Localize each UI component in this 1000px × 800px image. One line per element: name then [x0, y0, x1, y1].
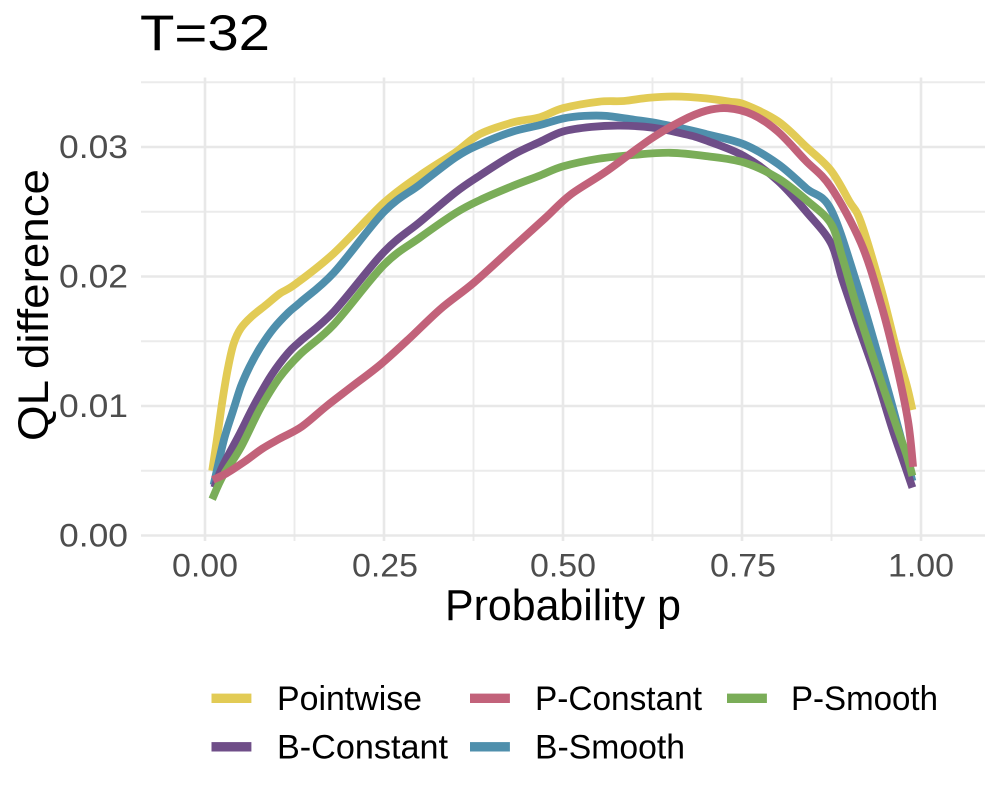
svg-text:0.00: 0.00 [172, 548, 238, 584]
svg-text:Probability p: Probability p [445, 582, 681, 630]
svg-text:P-Constant: P-Constant [535, 680, 703, 718]
svg-text:0.02: 0.02 [59, 259, 128, 295]
svg-text:0.00: 0.00 [59, 518, 128, 554]
svg-text:1.00: 1.00 [888, 548, 954, 584]
svg-text:T=32: T=32 [140, 5, 270, 61]
svg-text:0.75: 0.75 [710, 548, 776, 584]
svg-text:0.50: 0.50 [530, 548, 596, 584]
svg-text:0.01: 0.01 [59, 388, 128, 424]
svg-text:0.03: 0.03 [59, 129, 128, 165]
svg-text:QL difference: QL difference [10, 169, 58, 441]
svg-text:Pointwise: Pointwise [277, 680, 422, 718]
svg-text:B-Constant: B-Constant [277, 729, 449, 767]
svg-text:P-Smooth: P-Smooth [791, 680, 938, 718]
svg-text:B-Smooth: B-Smooth [535, 729, 685, 767]
svg-text:0.25: 0.25 [352, 548, 418, 584]
